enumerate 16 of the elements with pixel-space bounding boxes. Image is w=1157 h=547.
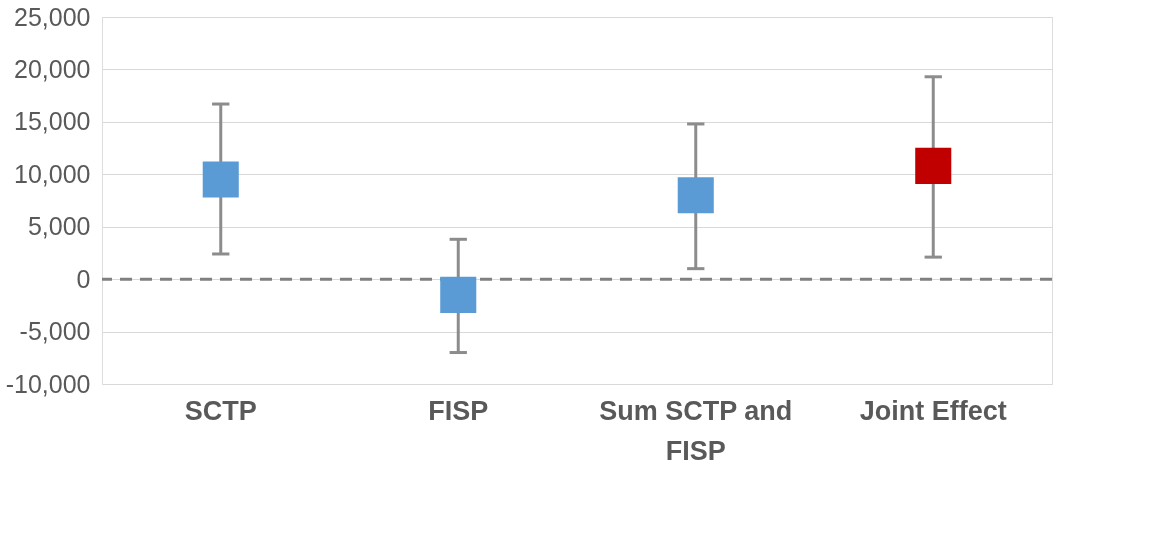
y-tick-label: 0 [76, 264, 91, 293]
point [440, 276, 477, 313]
point [677, 177, 714, 214]
y-tick-label: -10,000 [5, 369, 91, 398]
x-tick-label: Joint Effect [859, 395, 1007, 426]
x-tick-label: FISP [428, 395, 489, 426]
y-tick-label: 15,000 [14, 107, 91, 136]
y-tick-label: 10,000 [14, 159, 91, 188]
y-tick-label: 25,000 [14, 2, 91, 31]
y-tick-label: 20,000 [14, 54, 91, 83]
point [202, 161, 239, 198]
x-tick-label: Sum SCTP and FISP [599, 395, 793, 466]
y-tick-label: 5,000 [27, 212, 91, 241]
y-tick-label: -5,000 [19, 317, 91, 346]
point [915, 147, 952, 184]
x-tick-label: SCTP [184, 395, 257, 426]
